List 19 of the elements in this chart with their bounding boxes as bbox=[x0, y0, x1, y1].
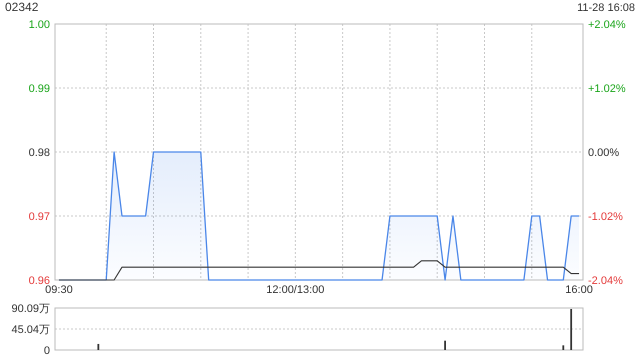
y-tick-label: 0.99 bbox=[28, 83, 50, 95]
y2-tick-label: -2.04% bbox=[588, 275, 624, 287]
y-tick-label: 0.97 bbox=[28, 211, 50, 223]
x-tick-label: 16:00 bbox=[565, 284, 593, 296]
y-tick-label: 0.96 bbox=[28, 275, 50, 287]
x-tick-label: 09:30 bbox=[45, 284, 73, 296]
y2-tick-label: -1.02% bbox=[588, 211, 624, 223]
y-tick-label: 90.09万 bbox=[11, 303, 50, 315]
y-tick-label: 0 bbox=[44, 345, 50, 357]
y2-tick-label: 0.00% bbox=[588, 147, 620, 159]
text: 11-28 16:08 bbox=[577, 2, 635, 14]
line-series bbox=[58, 260, 580, 281]
y-tick-label: 0.98 bbox=[28, 147, 50, 159]
y-tick-label: 1.00 bbox=[28, 19, 50, 31]
y2-tick-label: +1.02% bbox=[588, 83, 626, 95]
x-tick-label: 12:00/13:00 bbox=[266, 284, 324, 296]
y-tick-label: 45.04万 bbox=[11, 324, 50, 336]
y2-tick-label: +2.04% bbox=[588, 19, 626, 31]
chart-title: 02342 bbox=[5, 0, 39, 14]
